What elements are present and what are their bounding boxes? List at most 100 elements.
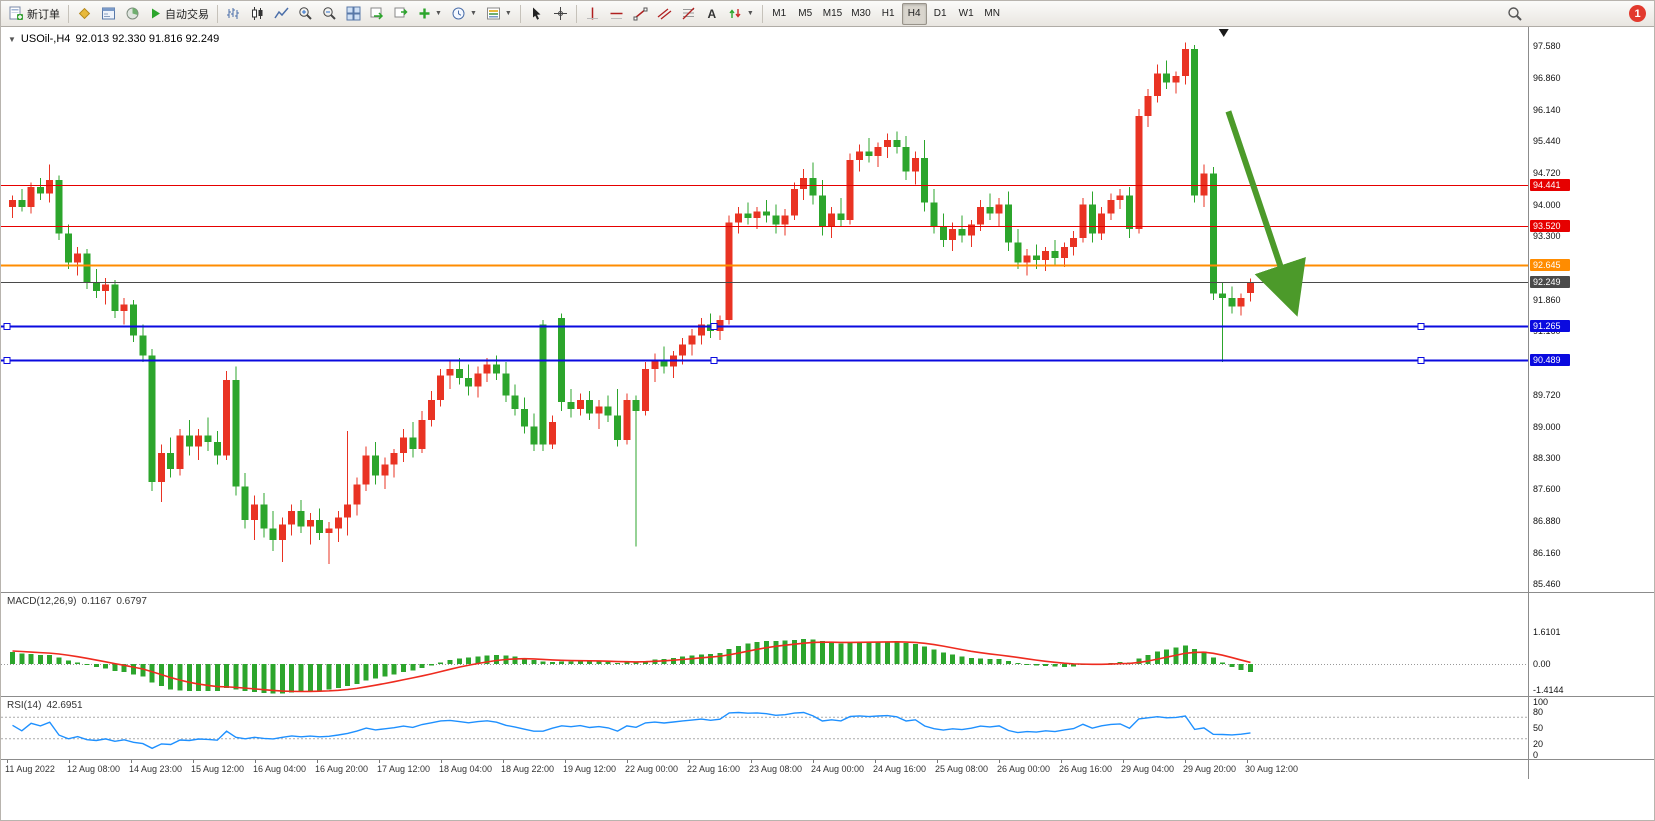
macd-pane[interactable]: MACD(12,26,9) 0.1167 0.6797 bbox=[1, 593, 1529, 696]
timeframe-h4-button[interactable]: H4 bbox=[901, 2, 927, 25]
time-tick bbox=[627, 760, 628, 763]
chevron-down-icon: ▼ bbox=[746, 10, 754, 17]
rsi-pane[interactable]: RSI(14) 42.6951 bbox=[1, 697, 1529, 759]
rsi-label: RSI(14) 42.6951 bbox=[7, 700, 83, 711]
time-axis-label: 24 Aug 00:00 bbox=[811, 764, 865, 774]
price-axis-label: 86.880 bbox=[1533, 515, 1561, 526]
hline-object-91.265[interactable] bbox=[1, 323, 1528, 330]
community-button[interactable] bbox=[73, 3, 96, 25]
fibonacci-button[interactable] bbox=[677, 3, 700, 25]
line-handle[interactable] bbox=[710, 323, 718, 330]
timeframe-m15-button[interactable]: M15 bbox=[822, 8, 843, 19]
auto-scroll-button[interactable] bbox=[366, 3, 389, 25]
time-tick bbox=[1123, 760, 1124, 763]
price-axis-label: 91.860 bbox=[1533, 294, 1561, 305]
macd-name: MACD(12,26,9) bbox=[7, 596, 77, 607]
macd-signal-line bbox=[12, 641, 1251, 693]
chart-menu-icon[interactable]: ▼ bbox=[8, 34, 16, 44]
rsi-value: 42.6951 bbox=[46, 700, 83, 711]
time-axis-label: 22 Aug 00:00 bbox=[625, 764, 679, 774]
time-tick bbox=[317, 760, 318, 763]
community-icon bbox=[77, 6, 92, 21]
timeframe-mn-button[interactable]: MN bbox=[984, 8, 1000, 19]
price-tag-92.645: 92.645 bbox=[1530, 258, 1570, 271]
data-window-icon bbox=[125, 6, 140, 21]
line-handle[interactable] bbox=[1417, 357, 1425, 364]
notification-badge[interactable]: 1 bbox=[1629, 5, 1646, 22]
price-axis-label: 86.160 bbox=[1533, 547, 1561, 558]
zoom-in-button[interactable] bbox=[294, 3, 317, 25]
zoom-out-button[interactable] bbox=[318, 3, 341, 25]
rsi-axis-label: 100 bbox=[1533, 697, 1549, 707]
time-tick bbox=[503, 760, 504, 763]
time-axis-label: 23 Aug 08:00 bbox=[749, 764, 803, 774]
rsi-name: RSI(14) bbox=[7, 700, 42, 711]
time-tick bbox=[1061, 760, 1062, 763]
time-axis[interactable]: 11 Aug 2022 12 Aug 08:00 14 Aug 23:00 15 Au… bbox=[1, 760, 1529, 779]
trend-arrow-object[interactable] bbox=[1225, 110, 1306, 317]
timeframe-m5-button[interactable]: M5 bbox=[798, 8, 813, 19]
separator bbox=[217, 4, 218, 23]
timeframe-h1-button[interactable]: H1 bbox=[881, 8, 895, 19]
autotrading-icon bbox=[149, 7, 162, 20]
macd-axis: 1.6101 0.00 -1.4144 bbox=[1529, 593, 1654, 696]
price-axis-label: 89.720 bbox=[1533, 389, 1561, 400]
templates-icon bbox=[486, 6, 501, 21]
candlestick-button[interactable] bbox=[246, 3, 269, 25]
time-axis-label: 18 Aug 22:00 bbox=[501, 764, 555, 774]
arrows-button[interactable]: ▼ bbox=[724, 3, 758, 25]
time-tick bbox=[1185, 760, 1186, 763]
rsi-pane-row: RSI(14) 42.6951 100 80 50 20 0 bbox=[1, 696, 1654, 759]
time-tick bbox=[193, 760, 194, 763]
timeframe-w1-button[interactable]: W1 bbox=[958, 8, 974, 19]
crosshair-button[interactable] bbox=[549, 3, 572, 25]
line-chart-icon bbox=[274, 6, 289, 21]
timeframe-m30-button[interactable]: M30 bbox=[851, 8, 871, 19]
price-axis-label: 94.000 bbox=[1533, 199, 1561, 210]
crosshair-icon bbox=[553, 6, 568, 21]
line-handle[interactable] bbox=[710, 357, 718, 364]
templates-button[interactable]: ▼ bbox=[482, 3, 516, 25]
zoom-in-icon bbox=[298, 6, 313, 21]
price-pane[interactable]: ▼ USOil-,H4 92.013 92.330 91.816 92.249 bbox=[1, 27, 1529, 592]
line-chart-button[interactable] bbox=[270, 3, 293, 25]
autotrading-button[interactable]: 自动交易 bbox=[145, 3, 213, 25]
timeframe-m1-button[interactable]: M1 bbox=[772, 8, 787, 19]
line-handle[interactable] bbox=[3, 357, 11, 364]
new-order-button[interactable]: 新订单 bbox=[5, 3, 64, 25]
fibonacci-icon bbox=[681, 6, 696, 21]
channel-button[interactable] bbox=[653, 3, 676, 25]
market-watch-button[interactable] bbox=[97, 3, 120, 25]
time-axis-label: 29 Aug 20:00 bbox=[1183, 764, 1237, 774]
trendline-button[interactable] bbox=[629, 3, 652, 25]
chart-title: ▼ USOil-,H4 92.013 92.330 91.816 92.249 bbox=[7, 33, 219, 45]
line-handle[interactable] bbox=[1417, 323, 1425, 330]
vertical-line-button[interactable] bbox=[581, 3, 604, 25]
cursor-button[interactable] bbox=[525, 3, 548, 25]
bar-chart-button[interactable] bbox=[222, 3, 245, 25]
price-tag-90.489: 90.489 bbox=[1530, 354, 1570, 367]
macd-axis-label: -1.4144 bbox=[1533, 685, 1564, 695]
chart-ohlc-values: 92.013 92.330 91.816 92.249 bbox=[75, 33, 220, 45]
text-tool-button[interactable]: A bbox=[701, 3, 723, 25]
price-axis-label: 93.300 bbox=[1533, 230, 1561, 241]
timeframe-group: M1 M5 M15 M30 H1 H4 D1 W1 MN bbox=[767, 2, 1005, 25]
data-window-button[interactable] bbox=[121, 3, 144, 25]
chart-symbol-period: USOil-,H4 bbox=[20, 33, 71, 45]
chevron-down-icon: ▼ bbox=[435, 10, 442, 17]
time-axis-label: 30 Aug 12:00 bbox=[1245, 764, 1299, 774]
bid-price-tag: 92.249 bbox=[1530, 276, 1570, 289]
chart-shift-button[interactable] bbox=[390, 3, 413, 25]
periods-button[interactable]: ▼ bbox=[447, 3, 481, 25]
price-axis-label: 96.860 bbox=[1533, 72, 1561, 83]
search-button[interactable] bbox=[1503, 3, 1527, 25]
time-axis-label: 14 Aug 23:00 bbox=[129, 764, 183, 774]
tile-windows-button[interactable] bbox=[342, 3, 365, 25]
horizontal-line-button[interactable] bbox=[605, 3, 628, 25]
hline-object-90.489[interactable] bbox=[1, 357, 1528, 364]
new-chart-button[interactable]: ▼ bbox=[414, 3, 446, 25]
separator bbox=[68, 4, 69, 23]
cursor-icon bbox=[529, 6, 544, 21]
line-handle[interactable] bbox=[3, 323, 11, 330]
timeframe-d1-button[interactable]: D1 bbox=[933, 8, 947, 19]
